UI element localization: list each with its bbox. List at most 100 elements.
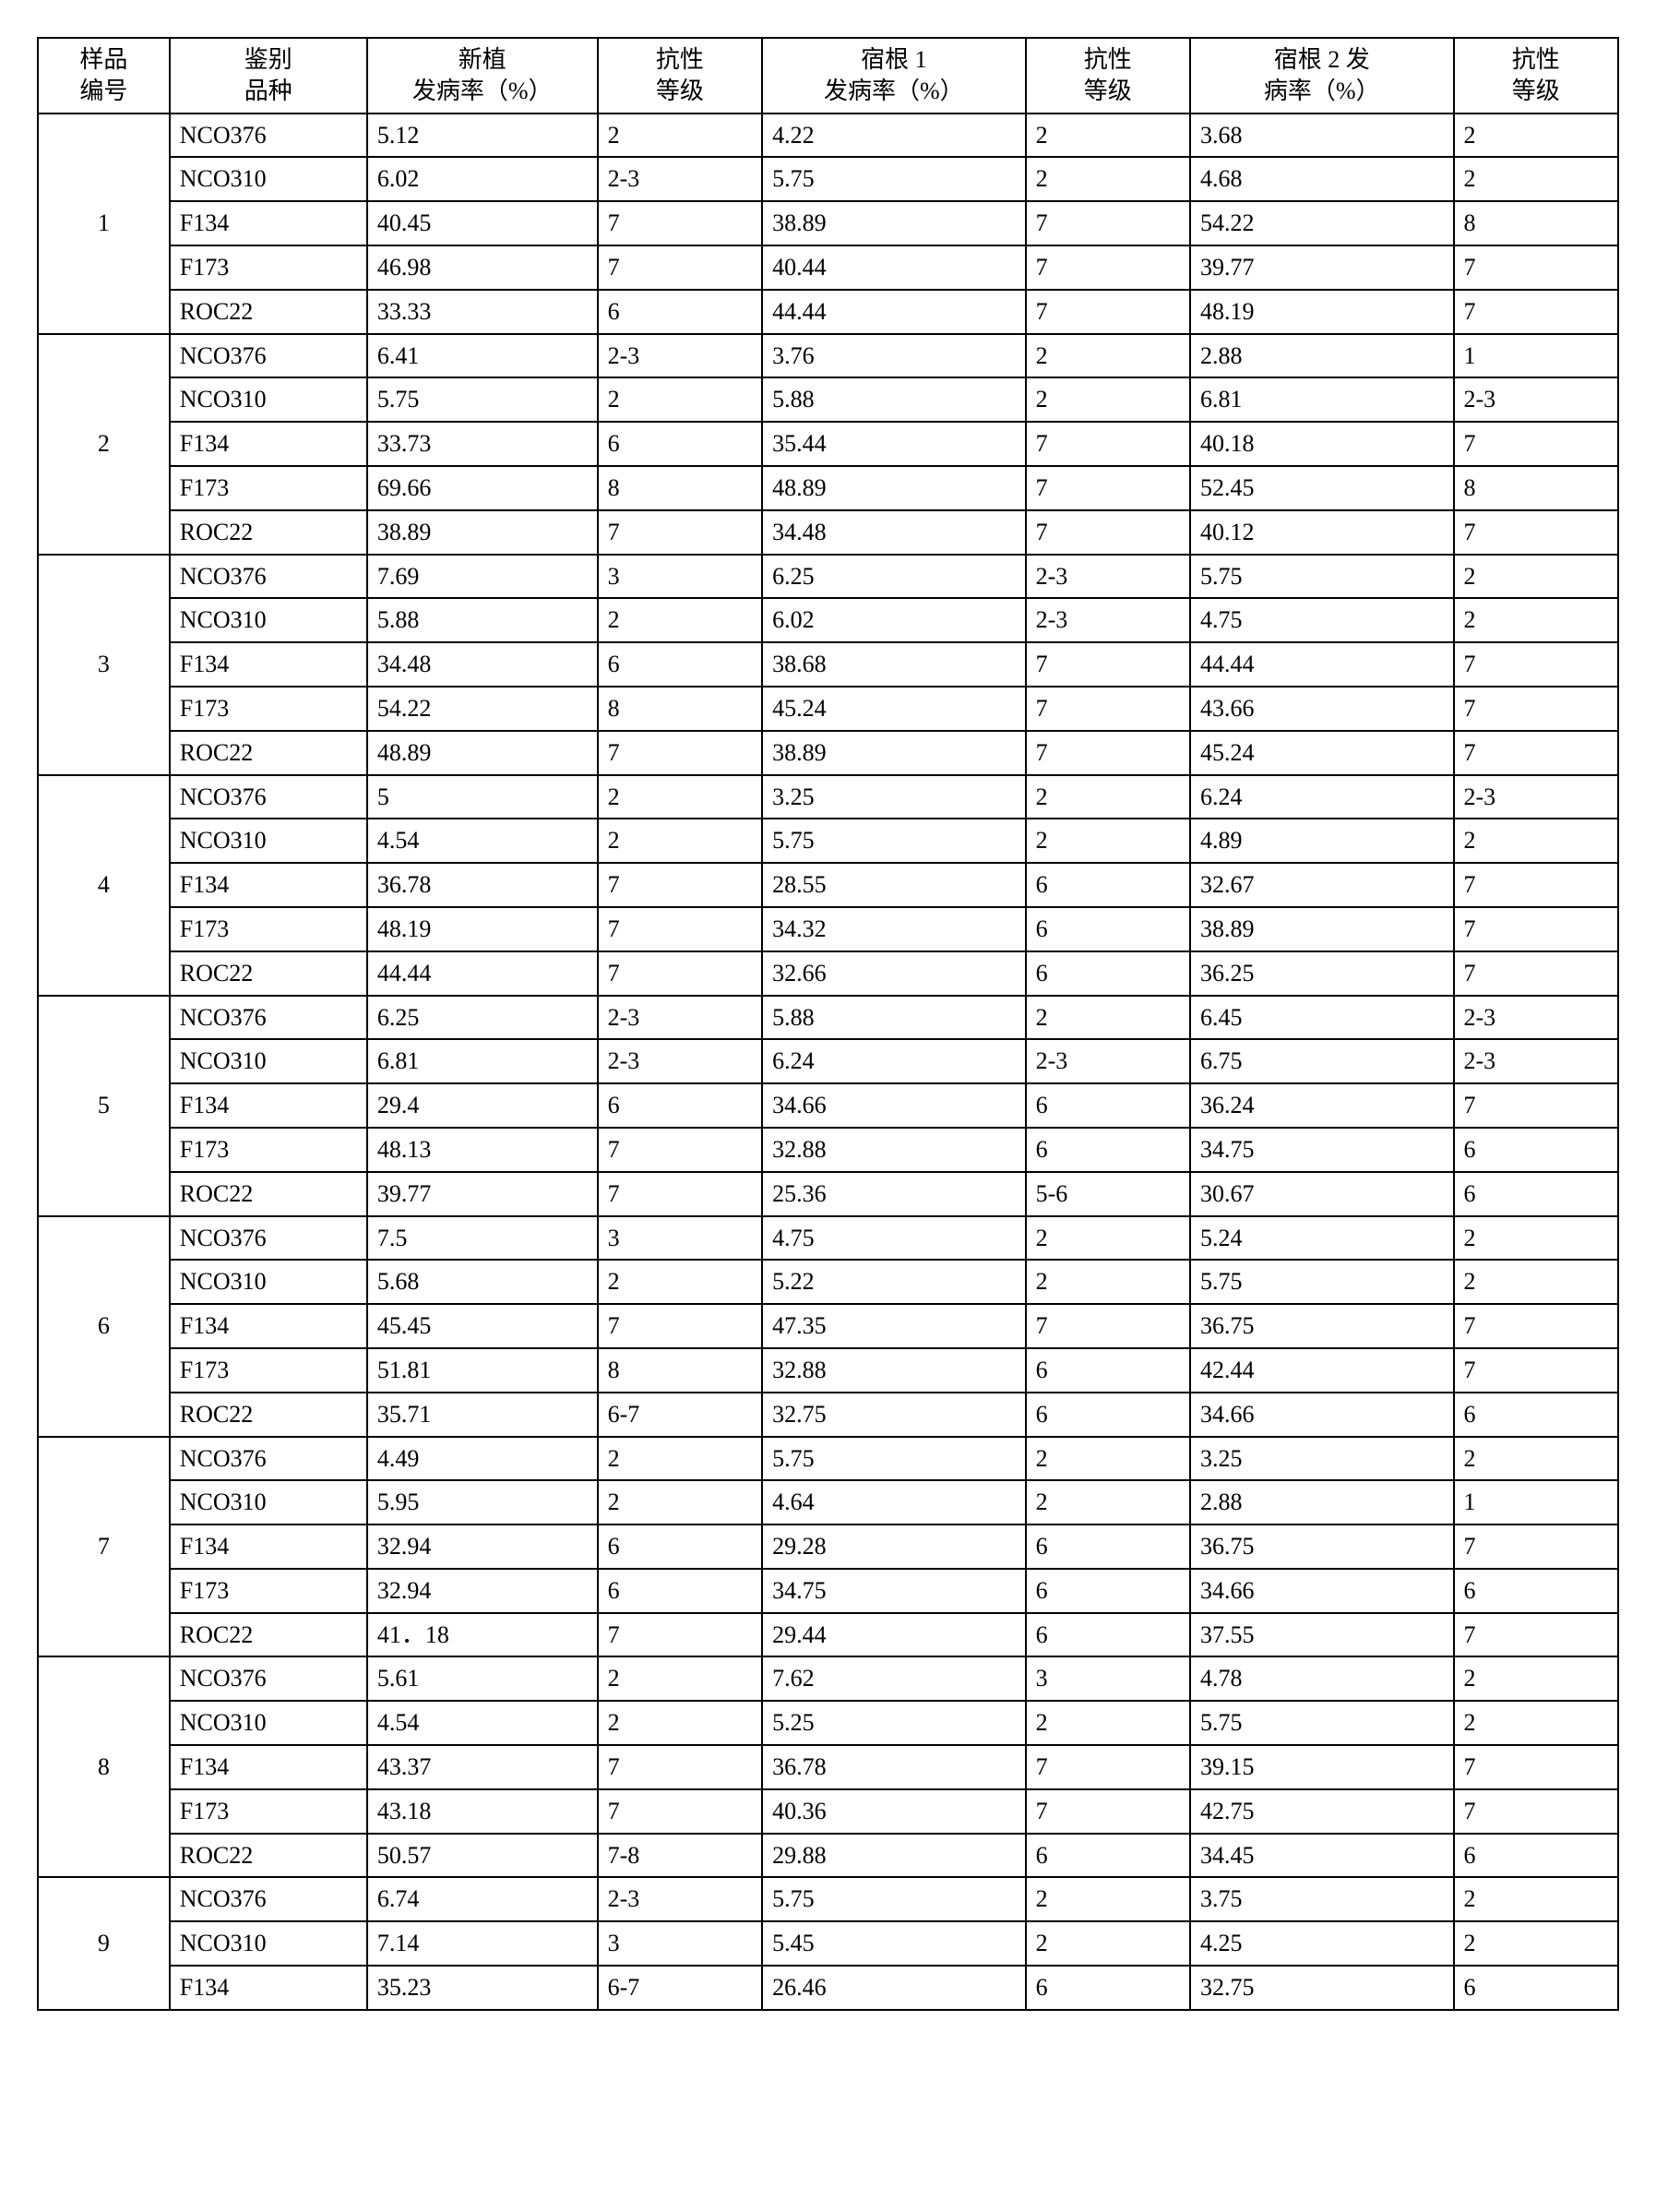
cell-ratoon1-grade: 7 xyxy=(1026,1789,1190,1834)
cell-variety: F134 xyxy=(170,1966,367,2010)
cell-newplant-grade: 6-7 xyxy=(598,1393,762,1437)
cell-ratoon2-grade: 7 xyxy=(1454,1083,1618,1128)
cell-ratoon2-grade: 6 xyxy=(1454,1393,1618,1437)
cell-newplant-rate: 43.18 xyxy=(367,1789,598,1834)
cell-sample-id: 2 xyxy=(38,334,170,555)
cell-variety: F173 xyxy=(170,466,367,510)
cell-ratoon2-rate: 3.68 xyxy=(1190,114,1454,158)
cell-ratoon2-grade: 6 xyxy=(1454,1128,1618,1172)
cell-ratoon1-grade: 2 xyxy=(1026,1877,1190,1921)
cell-newplant-rate: 7.5 xyxy=(367,1216,598,1261)
cell-newplant-grade: 7 xyxy=(598,951,762,996)
cell-variety: F134 xyxy=(170,1083,367,1128)
cell-variety: NCO376 xyxy=(170,1656,367,1701)
cell-ratoon1-grade: 2 xyxy=(1026,1701,1190,1745)
cell-variety: ROC22 xyxy=(170,510,367,555)
cell-variety: NCO376 xyxy=(170,1216,367,1261)
cell-ratoon1-rate: 38.68 xyxy=(762,642,1026,687)
cell-newplant-rate: 38.89 xyxy=(367,510,598,555)
cell-sample-id: 8 xyxy=(38,1656,170,1877)
cell-ratoon1-grade: 6 xyxy=(1026,1613,1190,1657)
table-row: F13434.48638.68744.447 xyxy=(38,642,1618,687)
cell-ratoon2-rate: 34.75 xyxy=(1190,1128,1454,1172)
cell-ratoon1-grade: 6 xyxy=(1026,1834,1190,1878)
cell-ratoon2-rate: 30.67 xyxy=(1190,1172,1454,1216)
cell-ratoon2-rate: 39.15 xyxy=(1190,1745,1454,1789)
cell-ratoon2-grade: 2-3 xyxy=(1454,377,1618,422)
cell-newplant-rate: 6.02 xyxy=(367,157,598,201)
table-row: NCO3104.5425.7524.892 xyxy=(38,819,1618,863)
cell-ratoon1-grade: 7 xyxy=(1026,290,1190,334)
cell-ratoon2-rate: 6.81 xyxy=(1190,377,1454,422)
cell-ratoon1-grade: 2 xyxy=(1026,1921,1190,1966)
cell-ratoon2-grade: 7 xyxy=(1454,510,1618,555)
table-row: ROC2244.44732.66636.257 xyxy=(38,951,1618,996)
cell-ratoon1-rate: 48.89 xyxy=(762,466,1026,510)
cell-ratoon1-grade: 7 xyxy=(1026,1745,1190,1789)
cell-variety: NCO376 xyxy=(170,996,367,1040)
cell-ratoon1-grade: 7 xyxy=(1026,687,1190,731)
table-row: NCO3106.022-35.7524.682 xyxy=(38,157,1618,201)
cell-ratoon2-rate: 6.24 xyxy=(1190,775,1454,819)
cell-newplant-rate: 33.33 xyxy=(367,290,598,334)
cell-ratoon1-grade: 7 xyxy=(1026,642,1190,687)
cell-ratoon2-grade: 2 xyxy=(1454,1656,1618,1701)
cell-newplant-grade: 7 xyxy=(598,907,762,951)
cell-newplant-rate: 39.77 xyxy=(367,1172,598,1216)
cell-ratoon1-rate: 5.88 xyxy=(762,996,1026,1040)
cell-newplant-rate: 32.94 xyxy=(367,1524,598,1569)
cell-ratoon1-grade: 2 xyxy=(1026,775,1190,819)
table-row: F13436.78728.55632.677 xyxy=(38,863,1618,907)
table-row: F17343.18740.36742.757 xyxy=(38,1789,1618,1834)
cell-ratoon2-grade: 1 xyxy=(1454,1480,1618,1524)
table-row: NCO3105.7525.8826.812-3 xyxy=(38,377,1618,422)
table-row: F17351.81832.88642.447 xyxy=(38,1348,1618,1393)
cell-variety: F173 xyxy=(170,687,367,731)
cell-ratoon2-grade: 2 xyxy=(1454,819,1618,863)
cell-variety: ROC22 xyxy=(170,290,367,334)
cell-newplant-grade: 7 xyxy=(598,245,762,290)
cell-ratoon1-grade: 7 xyxy=(1026,510,1190,555)
cell-newplant-grade: 2 xyxy=(598,1480,762,1524)
cell-ratoon1-rate: 5.25 xyxy=(762,1701,1026,1745)
cell-ratoon2-rate: 43.66 xyxy=(1190,687,1454,731)
cell-variety: F173 xyxy=(170,1128,367,1172)
table-row: F17348.13732.88634.756 xyxy=(38,1128,1618,1172)
cell-variety: NCO376 xyxy=(170,555,367,599)
cell-newplant-rate: 5.95 xyxy=(367,1480,598,1524)
table-row: F17332.94634.75634.666 xyxy=(38,1569,1618,1613)
cell-ratoon1-rate: 47.35 xyxy=(762,1304,1026,1348)
cell-variety: F134 xyxy=(170,201,367,245)
cell-ratoon1-grade: 5-6 xyxy=(1026,1172,1190,1216)
cell-newplant-rate: 4.54 xyxy=(367,1701,598,1745)
cell-sample-id: 4 xyxy=(38,775,170,996)
cell-variety: NCO310 xyxy=(170,819,367,863)
cell-newplant-rate: 41．18 xyxy=(367,1613,598,1657)
table-row: 7NCO3764.4925.7523.252 xyxy=(38,1437,1618,1481)
cell-newplant-rate: 44.44 xyxy=(367,951,598,996)
cell-ratoon2-rate: 4.25 xyxy=(1190,1921,1454,1966)
cell-ratoon2-grade: 2 xyxy=(1454,157,1618,201)
table-row: ROC2248.89738.89745.247 xyxy=(38,731,1618,775)
cell-ratoon2-grade: 2 xyxy=(1454,114,1618,158)
cell-ratoon2-rate: 4.89 xyxy=(1190,819,1454,863)
cell-ratoon1-rate: 32.88 xyxy=(762,1128,1026,1172)
cell-newplant-rate: 29.4 xyxy=(367,1083,598,1128)
cell-newplant-grade: 3 xyxy=(598,555,762,599)
cell-newplant-grade: 2-3 xyxy=(598,1039,762,1083)
cell-ratoon2-grade: 7 xyxy=(1454,245,1618,290)
cell-ratoon1-rate: 3.76 xyxy=(762,334,1026,378)
cell-variety: NCO376 xyxy=(170,334,367,378)
cell-ratoon2-grade: 6 xyxy=(1454,1834,1618,1878)
cell-ratoon2-rate: 3.75 xyxy=(1190,1877,1454,1921)
table-row: NCO3105.8826.022-34.752 xyxy=(38,598,1618,642)
cell-ratoon1-rate: 5.75 xyxy=(762,819,1026,863)
cell-variety: NCO310 xyxy=(170,1921,367,1966)
cell-newplant-grade: 7 xyxy=(598,510,762,555)
cell-newplant-grade: 7 xyxy=(598,1304,762,1348)
col-ratoon2-grade: 抗性 等级 xyxy=(1454,38,1618,114)
cell-ratoon1-grade: 6 xyxy=(1026,1348,1190,1393)
table-row: F13445.45747.35736.757 xyxy=(38,1304,1618,1348)
cell-ratoon2-grade: 2-3 xyxy=(1454,1039,1618,1083)
cell-ratoon2-rate: 4.68 xyxy=(1190,157,1454,201)
